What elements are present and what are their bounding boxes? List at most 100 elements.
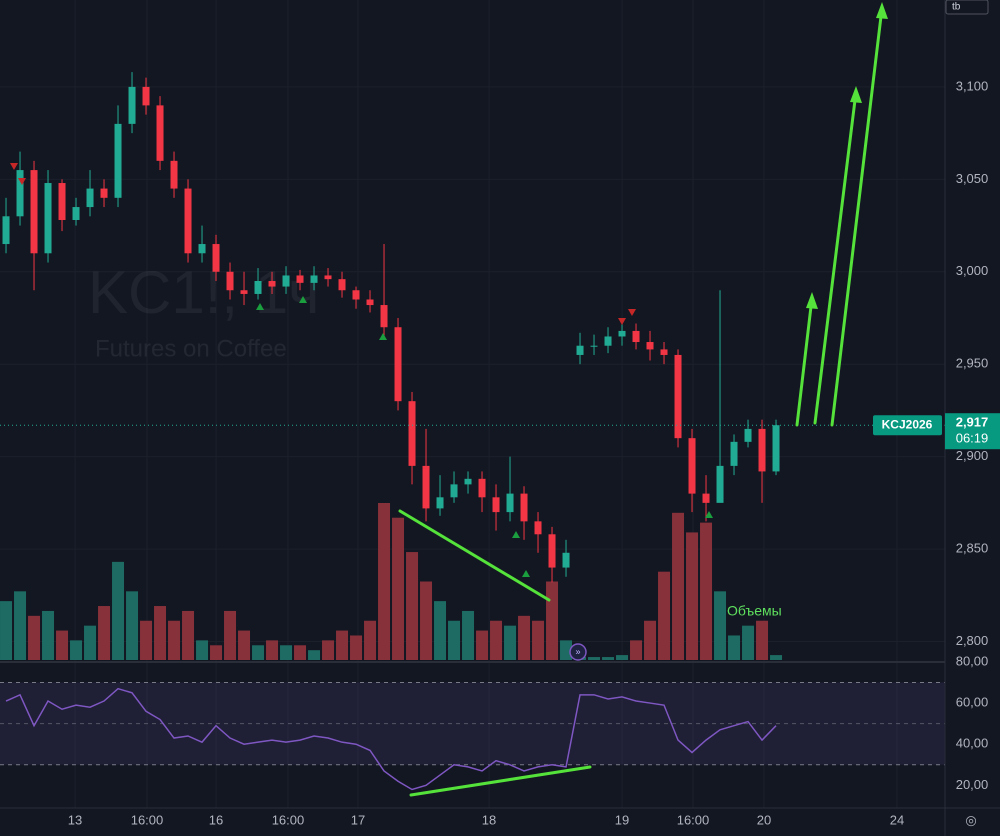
candle-body	[310, 275, 318, 283]
volume-bar	[182, 610, 195, 660]
candle-body	[450, 484, 458, 498]
rsi-tick-label: 60,00	[956, 695, 989, 710]
volume-bar	[630, 640, 643, 660]
volume-bar	[518, 615, 531, 660]
candle-body	[576, 345, 584, 355]
volume-bar	[14, 591, 27, 660]
volume-bar	[532, 620, 545, 660]
volume-bar	[770, 655, 783, 660]
candle-body	[212, 244, 220, 272]
candle-body	[198, 244, 206, 254]
candle-body	[422, 465, 430, 509]
volume-bar	[0, 601, 13, 660]
candle-body	[254, 281, 262, 294]
x-tick-label: 16:00	[131, 812, 164, 827]
signal-markers	[10, 163, 713, 577]
volume-bar	[210, 645, 223, 660]
volume-bar	[84, 625, 97, 660]
volume-bar	[602, 657, 615, 660]
x-tick-label: 20	[757, 812, 771, 827]
arrow	[830, 6, 884, 427]
volume-bar	[756, 620, 769, 660]
indicator-icon-glyph: »	[575, 646, 580, 656]
candle-body	[184, 188, 192, 254]
candle-body	[772, 425, 780, 472]
candle-body	[58, 183, 66, 220]
volume-bar	[252, 645, 265, 660]
volume-bar	[364, 620, 377, 660]
candle-body	[464, 478, 472, 485]
arrow-heads	[806, 2, 888, 309]
candle-body	[128, 86, 136, 124]
y-tick-label: 3,000	[956, 263, 989, 278]
price-label: 2,917	[956, 415, 989, 430]
y-tick-label: 2,800	[956, 633, 989, 648]
volume-bar	[350, 635, 363, 660]
candle-body	[730, 441, 738, 466]
volume-bar	[98, 606, 111, 660]
y-tick-label: 3,050	[956, 171, 989, 186]
candle-body	[226, 271, 234, 291]
settings-icon[interactable]: ◎	[965, 812, 976, 827]
arrow-head	[876, 2, 888, 19]
rsi-tick-label: 20,00	[956, 777, 989, 792]
corner-box[interactable]	[945, 0, 989, 15]
trend-line	[409, 765, 592, 797]
rsi-pane	[0, 681, 945, 791]
candle-body	[492, 497, 500, 513]
volume-bar	[294, 645, 307, 660]
price-box	[945, 413, 1000, 450]
candle-body	[156, 105, 164, 161]
volume-bar	[406, 552, 419, 660]
volume-bar	[588, 657, 601, 660]
candle-body	[562, 552, 570, 568]
volume-bar	[140, 620, 153, 660]
volume-bar	[462, 610, 475, 660]
arrow	[795, 296, 814, 427]
volume-bar	[266, 640, 279, 660]
candle-body	[100, 188, 108, 198]
volume-bar	[616, 655, 629, 660]
volume-bar	[322, 640, 335, 660]
axes: 2,800 2,850 2,900 2,950 3,000 3,050 3,100 13 16:…	[68, 78, 1000, 827]
volume-bar	[560, 640, 573, 660]
volume-bar	[490, 620, 503, 660]
volume-layer	[0, 503, 783, 660]
buy-marker	[299, 296, 307, 303]
volume-bar	[42, 610, 55, 660]
volume-bar	[392, 517, 405, 660]
volume-bar	[686, 532, 699, 660]
buy-marker	[256, 303, 264, 310]
candle-body	[366, 299, 374, 306]
sell-marker	[18, 178, 26, 185]
candle-body	[478, 478, 486, 498]
buy-marker	[522, 570, 530, 577]
trend-line	[398, 509, 551, 602]
volume-bar	[434, 601, 447, 660]
candle-body	[436, 497, 444, 509]
sell-marker	[10, 163, 18, 170]
volume-bar	[154, 606, 167, 660]
countdown-label: 06:19	[956, 431, 989, 446]
candle-body	[44, 183, 52, 254]
volume-bar	[672, 512, 685, 660]
volume-bar	[70, 640, 83, 660]
watermark: KC1!, 1ч	[88, 259, 319, 326]
rsi-line	[5, 687, 777, 791]
candle-body	[548, 534, 556, 568]
indicator-icon[interactable]	[569, 643, 587, 661]
candle-body	[324, 275, 332, 280]
candle-body	[86, 188, 94, 208]
candle-body	[296, 275, 304, 283]
sell-marker	[628, 309, 636, 316]
candle-body	[240, 290, 248, 294]
candle-body	[2, 216, 10, 245]
volume-bar	[700, 522, 713, 660]
volume-bar	[126, 591, 139, 660]
candle-body	[674, 354, 682, 439]
candle-body	[506, 493, 514, 513]
candle-body	[338, 279, 346, 291]
drawings	[398, 6, 884, 797]
candle-body	[646, 342, 654, 350]
